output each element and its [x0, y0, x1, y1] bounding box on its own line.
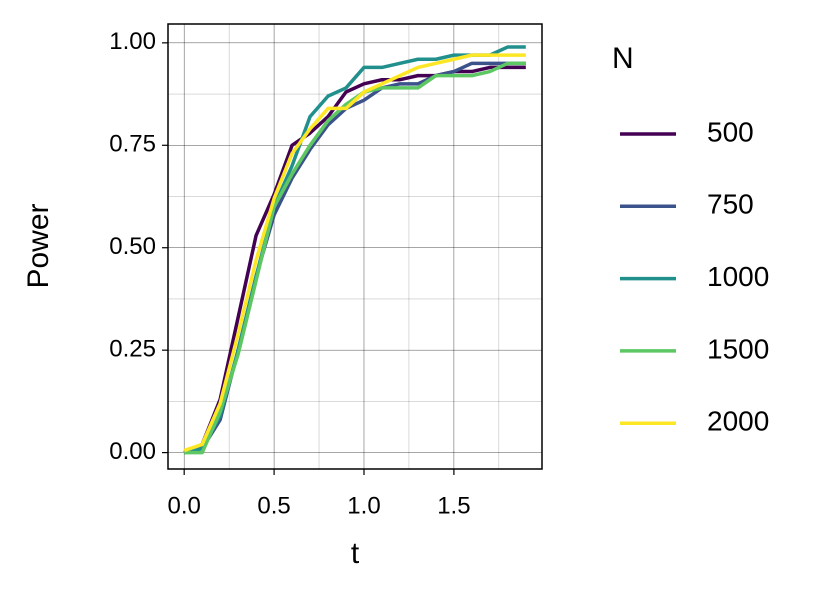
y-tick-label: 0.00: [109, 438, 156, 465]
legend-label: 1000: [707, 261, 769, 292]
legend-label: 1500: [707, 333, 769, 364]
x-tick-label: 0.0: [167, 492, 200, 519]
series-line: [183, 65, 526, 455]
series-line: [183, 53, 526, 453]
legend-label: 500: [707, 116, 754, 147]
series-line: [184, 61, 526, 455]
x-axis-label: t: [351, 537, 360, 570]
y-tick-label: 0.50: [109, 233, 156, 260]
y-tick-label: 1.00: [109, 28, 156, 55]
x-tick-label: 0.5: [257, 492, 290, 519]
y-tick-label: 0.75: [109, 131, 156, 158]
series-line: [183, 45, 526, 455]
y-axis-label: Power: [22, 203, 55, 288]
x-tick-label: 1.5: [437, 492, 470, 519]
legend-label: 2000: [707, 406, 769, 437]
series-line: [183, 61, 526, 455]
legend-label: 750: [707, 189, 754, 220]
y-tick-label: 0.25: [109, 336, 156, 363]
legend-title: N: [612, 42, 634, 75]
plot-border: [167, 23, 543, 470]
x-tick-label: 1.0: [347, 492, 380, 519]
